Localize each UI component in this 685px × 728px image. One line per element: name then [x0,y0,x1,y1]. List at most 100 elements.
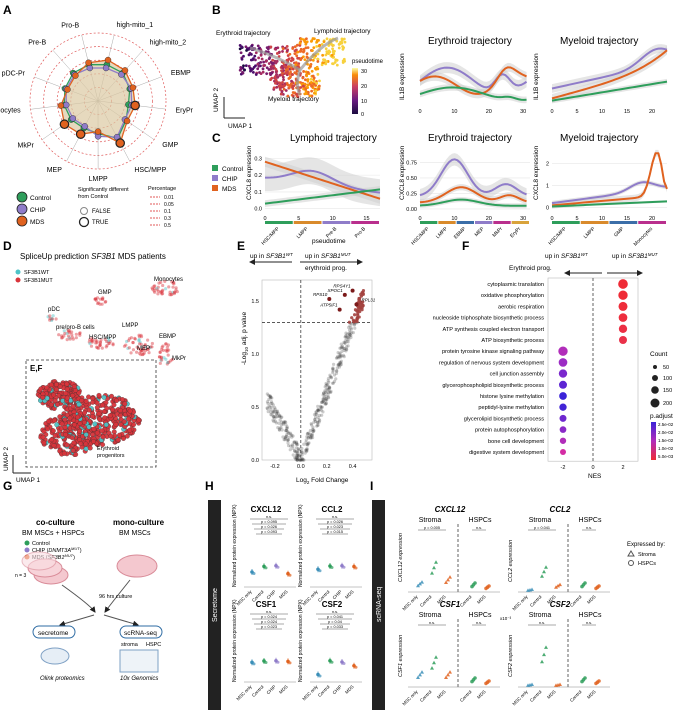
umap-point [255,73,258,76]
umap-point [281,67,284,70]
radar-axis-label-mep: MEP [47,167,63,174]
y-tick-label: 0.00 [406,207,417,213]
radar-point-mds [130,85,136,91]
umap-point [270,72,273,75]
umap-point [280,69,283,72]
i-stroma-head: Stroma [529,612,552,619]
i-xcat: MDS [436,689,447,700]
radar-point-chip [63,102,69,108]
d-label-mkpr: MkPr [172,356,186,362]
e-gene-label-rps10: RPS10 [313,292,328,297]
celltype-bar-mkpr [493,221,510,224]
f-term-label: ATP biosynthetic process [481,338,544,344]
i-xcat: Control [569,689,583,703]
celltype-label: GMP [613,226,626,239]
legend-mds-label: MDS [30,219,45,226]
umap-point [262,67,265,70]
f-term-dot [559,358,568,367]
umap-point [286,50,289,53]
d-umap-point [164,342,167,345]
e-point [353,323,356,326]
d-umap-point [86,395,91,400]
g-co-title: co-culture [36,518,75,527]
umap-point [283,84,286,87]
d-umap-point [171,286,174,289]
h-xcat: MDS [344,589,355,600]
umap-erythroid-label: Erythroid trajectory [216,30,271,37]
d-umap-point [133,337,136,340]
celltype-bar-gmp [610,221,638,224]
g-mono-sub: BM MSCs [119,530,151,537]
umap-point [301,77,304,80]
e-point [301,453,304,456]
i-legend-title: Expressed by: [627,542,665,548]
d-umap-point [151,342,154,345]
panel-letter-B: B [212,3,221,17]
f-padj-4: 1.0e-02 [658,446,674,451]
d-umap-point [112,430,117,435]
d-umap-point [129,351,132,354]
d-umap-point [93,422,98,427]
umap-point [290,80,293,83]
h-ylabel: Normalized protein expression (NPX) [298,599,304,682]
umap-point [272,67,275,70]
radar-point-chip [70,115,76,121]
e-y-tick: 0.5 [251,405,259,411]
e-point [324,382,327,385]
d-umap-point [72,440,77,445]
i-hspcs-head: HSPCs [579,612,602,619]
umap-point [310,90,313,93]
umap-point [295,48,298,51]
umap-points [239,37,347,98]
f-left-header: up in SF3B1WT [545,252,589,260]
i-title-csf2: CSF2 [550,600,571,609]
f-term-dot [618,279,628,289]
g-tenx: 10x Genomics [120,676,158,682]
i-ylabel: CXCL12 expression [398,533,404,582]
i-xcat: Control [419,689,433,703]
umap-lymphoid-label: Lymphoid trajectory [314,28,371,35]
celltype-bar-erypr [512,221,529,224]
legend-chip-dot [17,204,27,214]
f-count-50: 50 [663,365,669,371]
d-umap-point [87,408,92,413]
e-point [327,379,330,382]
f-term-label: glycerophospholipid biosynthetic process [442,383,544,389]
d-umap-point [156,288,159,291]
h-xcat: MSC only [301,684,319,702]
umap-point [309,65,312,68]
d-umap-point [62,451,67,456]
legend-pct-title: Percentage [148,186,176,192]
d-umap-point [140,335,143,338]
umap-point [254,64,257,67]
h-pval: n.s. [266,610,272,614]
i-title-csf1: CSF1 [440,600,461,609]
umap-point [281,81,284,84]
f-headers: up in SF3B1WT Erythroid prog. up in SF3B… [509,252,659,273]
radar-axis-label-high-mito-2: high-mito_2 [150,40,187,47]
radar-point-mds [105,57,111,63]
h-pval: p = 0.093 [261,530,277,534]
umap-point [279,84,282,87]
umap-point [261,58,264,61]
umap-point [291,73,294,76]
d-umap-point [73,452,78,457]
d-umap-point [54,382,59,387]
i-hspc-point [597,584,601,588]
cb-tick-10: 10 [361,99,367,105]
umap-point [262,61,265,64]
umap-point [331,54,334,57]
h-point [277,566,280,569]
umap-point [306,40,309,43]
umap-point [316,67,319,70]
d-umap-point [77,402,82,407]
h-point [319,675,322,678]
h-pval: p = 0.023 [327,525,343,529]
h-xcat: MDS [278,684,289,695]
h-pval: p = 0.04 [328,620,342,624]
e-point [305,438,308,441]
umap-point [334,61,337,64]
umap-point [310,85,313,88]
f-padj-title: p.adjust [650,413,673,420]
